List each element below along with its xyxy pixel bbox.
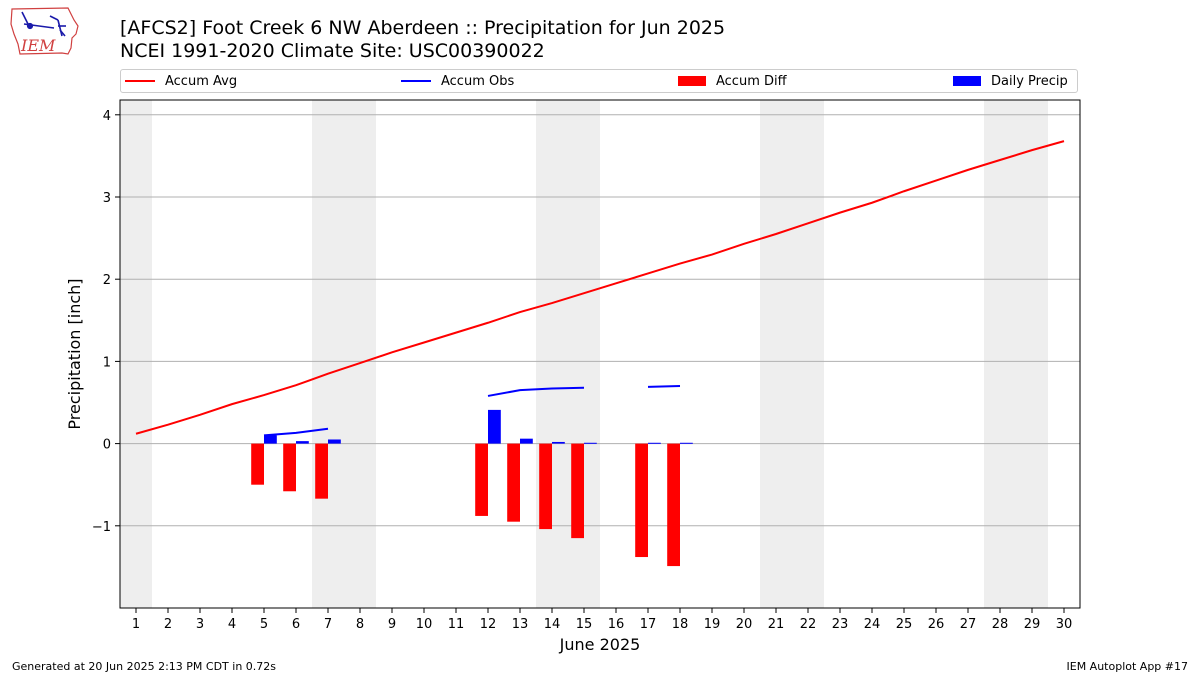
accum-obs-line [647,385,681,388]
accum-diff-bar [475,443,488,516]
weekend-band-1 [312,100,376,608]
y-axis-label: Precipitation [inch] [65,278,84,429]
weekend-band-4 [984,100,1048,608]
x-tick-label: 15 [576,617,593,632]
legend-item-accum-obs: Accum Obs [401,70,514,92]
x-tick-label: 17 [640,617,657,632]
x-tick-label: 26 [928,617,945,632]
accum-avg-line [135,140,1065,435]
weekend-band-3 [760,100,824,608]
x-tick-label: 24 [864,617,881,632]
daily-precip-bar [552,441,565,444]
legend-swatch-accum-diff [678,76,706,86]
accum-obs-line [487,386,585,397]
daily-precip-bar [296,441,309,444]
x-tick-label: 10 [416,617,433,632]
weekend-shading [120,100,1048,608]
x-tick-label: 5 [260,617,268,632]
accum-diff-bar [667,443,680,567]
x-tick-label: 29 [1024,617,1041,632]
y-tick-label: 1 [103,355,111,370]
x-tick-label: 11 [448,617,465,632]
legend-label-daily-precip: Daily Precip [991,73,1068,89]
accum-diff-bar [283,443,296,492]
logo-text: IEM [20,36,56,55]
x-tick-label: 20 [736,617,753,632]
lines [135,140,1065,437]
weekend-band-2 [536,100,600,608]
legend-label-accum-avg: Accum Avg [165,73,238,89]
chart-subtitle: NCEI 1991-2020 Climate Site: USC00390022 [120,40,545,62]
x-tick-label: 19 [704,617,721,632]
x-tick-label: 28 [992,617,1009,632]
x-tick-label: 1 [132,617,140,632]
x-tick-label: 13 [512,617,529,632]
x-tick-label: 23 [832,617,849,632]
plot-frame [119,99,1081,609]
legend-item-accum-avg: Accum Avg [125,70,237,92]
x-tick-label: 4 [228,617,236,632]
x-tick-label: 30 [1056,617,1073,632]
accum-diff-bar [539,443,552,530]
bars [251,409,693,567]
y-gridlines [120,114,1080,527]
y-tick-label: 2 [103,273,111,288]
x-tick-label: 8 [356,617,364,632]
weather-station-icon [21,11,66,37]
chart-title: [AFCS2] Foot Creek 6 NW Aberdeen :: Prec… [120,17,726,39]
accum-diff-bar [571,443,584,539]
x-tick-label: 18 [672,617,689,632]
x-tick-label: 21 [768,617,785,632]
x-tick-label: 14 [544,617,561,632]
y-tick-label: 0 [103,438,111,453]
legend-swatch-accum-obs [401,80,431,82]
x-tick-label: 3 [196,617,204,632]
accum-obs-line [263,427,329,437]
daily-precip-bar [328,439,341,444]
daily-precip-bar [488,409,501,444]
accum-diff-bar [507,443,520,522]
x-axis-label: June 2025 [559,635,641,654]
x-tick-label: 25 [896,617,913,632]
accum-diff-bar [635,443,648,558]
y-tick-label: −1 [92,520,111,535]
daily-precip-bar [680,442,693,444]
x-tick-label: 2 [164,617,172,632]
iem-logo: IEM [10,7,79,55]
legend-swatch-daily-precip [953,76,981,86]
legend-swatch-accum-avg [125,80,155,82]
legend-label-accum-obs: Accum Obs [441,73,515,89]
x-tick-label: 9 [388,617,396,632]
x-tick-label: 7 [324,617,332,632]
x-tick-label: 27 [960,617,977,632]
daily-precip-bar [520,438,533,444]
accum-diff-bar [315,443,328,499]
legend-label-accum-diff: Accum Diff [716,73,787,89]
daily-precip-bar [648,442,661,444]
legend: Accum Avg Accum Obs Accum Diff Daily Pre… [120,69,1078,93]
footer-app-label: IEM Autoplot App #17 [1066,660,1189,673]
y-tick-label: 4 [103,109,111,124]
x-tick-label: 16 [608,617,625,632]
legend-item-daily-precip: Daily Precip [953,70,1068,92]
iowa-outline-icon [10,7,79,55]
legend-item-accum-diff: Accum Diff [678,70,787,92]
x-tick-label: 22 [800,617,817,632]
y-tick-label: 3 [103,191,111,206]
footer-generated-text: Generated at 20 Jun 2025 2:13 PM CDT in … [12,660,277,673]
daily-precip-bar [264,435,277,444]
weekend-band-0 [120,100,152,608]
x-tick-label: 6 [292,617,300,632]
accum-diff-bar [251,443,264,485]
x-tick-label: 12 [480,617,497,632]
daily-precip-bar [584,442,597,444]
